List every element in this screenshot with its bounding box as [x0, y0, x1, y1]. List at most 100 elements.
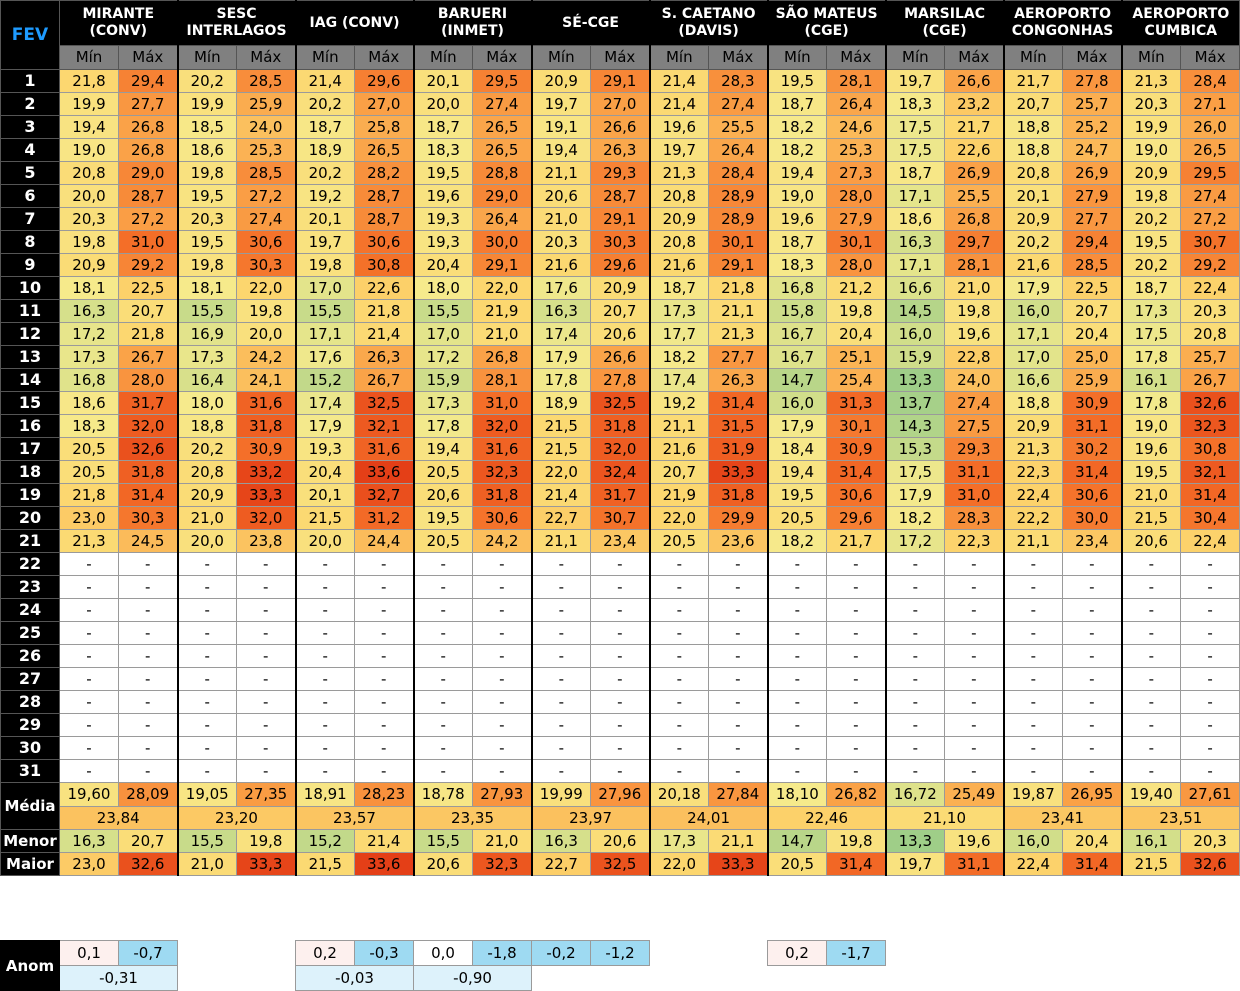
min-cell: - [59, 575, 119, 599]
max-cell: - [708, 759, 769, 783]
max-cell: 22,5 [117, 276, 179, 300]
min-cell: - [176, 713, 238, 737]
min-cell: - [59, 713, 119, 737]
maior-cell: 22,7 [530, 852, 592, 876]
max-cell: - [472, 667, 533, 691]
min-cell: 19,8 [1120, 184, 1182, 208]
min-cell: - [412, 736, 474, 760]
max-cell: 29,0 [472, 184, 533, 208]
min-cell: 16,7 [766, 345, 828, 369]
max-cell: 28,5 [236, 161, 297, 185]
maior-cell: 32,5 [590, 852, 651, 876]
min-cell: - [294, 667, 356, 691]
table-row: 12 17,2 21,8 16,9 20,0 17,1 21,4 17,0 21,0 17,4 20… [0, 322, 1240, 346]
max-cell: 27,4 [1180, 184, 1240, 208]
max-cell: - [472, 644, 533, 668]
day-label: 14 [0, 368, 60, 392]
max-cell: 19,8 [236, 299, 297, 323]
min-cell: - [530, 736, 592, 760]
max-subheader: Máx [590, 45, 651, 70]
maior-cell: 31,4 [826, 852, 887, 876]
max-cell: 28,7 [354, 184, 415, 208]
menor-cell: 16,1 [1120, 829, 1182, 853]
min-cell: 17,9 [1002, 276, 1064, 300]
menor-cell: 21,0 [472, 829, 533, 853]
media-min-cell: 18,10 [766, 782, 828, 807]
day-label: 27 [0, 667, 60, 691]
min-cell: - [176, 667, 238, 691]
min-cell: 19,5 [1120, 230, 1182, 254]
max-cell: - [590, 713, 651, 737]
min-cell: - [648, 713, 710, 737]
table-row: 27- - - - - - - - - - - - - - - - - - - - [0, 667, 1240, 691]
min-cell: 17,5 [884, 460, 946, 484]
max-cell: 27,3 [826, 161, 887, 185]
max-cell: 32,5 [354, 391, 415, 415]
max-cell: 31,8 [708, 483, 769, 507]
max-subheader: Máx [472, 45, 533, 70]
min-cell: 19,6 [412, 184, 474, 208]
day-label: 31 [0, 759, 60, 783]
max-cell: 28,3 [944, 506, 1005, 530]
max-cell: 29,0 [117, 161, 179, 185]
max-cell: 27,4 [944, 391, 1005, 415]
max-cell: - [236, 736, 297, 760]
max-cell: 21,7 [944, 115, 1005, 139]
month-label: FEV [0, 0, 60, 70]
min-cell: 20,2 [176, 437, 238, 461]
min-cell: 19,2 [648, 391, 710, 415]
min-cell: - [530, 644, 592, 668]
menor-cell: 15,2 [294, 829, 356, 853]
min-subheader: Mín [884, 45, 946, 70]
min-cell: 16,3 [59, 299, 119, 323]
max-cell: - [236, 759, 297, 783]
max-cell: 26,5 [354, 138, 415, 162]
max-cell: - [472, 575, 533, 599]
anom-max-cell: -0,3 [354, 940, 414, 966]
maior-cell: 32,3 [472, 852, 533, 876]
max-cell: - [1180, 644, 1240, 668]
min-cell: - [766, 736, 828, 760]
min-cell: 17,3 [59, 345, 119, 369]
max-cell: 31,4 [117, 483, 179, 507]
table-row: 5 20,8 29,0 19,8 28,5 20,2 28,2 19,5 28,8 21,1 29,… [0, 161, 1240, 185]
max-cell: - [944, 598, 1005, 622]
min-cell: 20,0 [59, 184, 119, 208]
min-cell: 20,6 [1120, 529, 1182, 553]
table-row: 28- - - - - - - - - - - - - - - - - - - - [0, 690, 1240, 714]
max-cell: 21,0 [944, 276, 1005, 300]
min-cell: 23,0 [59, 506, 119, 530]
max-subheader: Máx [236, 45, 297, 70]
min-cell: 20,8 [648, 184, 710, 208]
min-cell: 20,2 [1120, 253, 1182, 277]
max-cell: 29,1 [590, 69, 651, 93]
max-cell: 25,9 [1062, 368, 1123, 392]
min-subheader: Mín [294, 45, 356, 70]
max-cell: 32,1 [1180, 460, 1240, 484]
min-cell: - [1120, 575, 1182, 599]
min-cell: 18,2 [648, 345, 710, 369]
maior-cell: 31,4 [1062, 852, 1123, 876]
min-cell: - [1120, 690, 1182, 714]
min-cell: 16,0 [1002, 299, 1064, 323]
max-cell: - [826, 713, 887, 737]
max-cell: 28,0 [826, 253, 887, 277]
min-cell: 15,3 [884, 437, 946, 461]
min-cell: 19,5 [766, 69, 828, 93]
menor-cell: 19,8 [826, 829, 887, 853]
min-cell: 21,5 [1120, 506, 1182, 530]
min-cell: 18,6 [59, 391, 119, 415]
min-cell: 17,0 [294, 276, 356, 300]
min-cell: 20,9 [1002, 207, 1064, 231]
max-cell: 24,0 [236, 115, 297, 139]
max-cell: 29,2 [117, 253, 179, 277]
min-cell: 19,8 [59, 230, 119, 254]
max-cell: 24,7 [1062, 138, 1123, 162]
max-cell: 28,4 [708, 161, 769, 185]
max-cell: 30,4 [1180, 506, 1240, 530]
day-label: 26 [0, 644, 60, 668]
max-cell: 29,1 [708, 253, 769, 277]
min-cell: - [176, 690, 238, 714]
min-cell: 21,6 [648, 253, 710, 277]
max-cell: 25,4 [826, 368, 887, 392]
